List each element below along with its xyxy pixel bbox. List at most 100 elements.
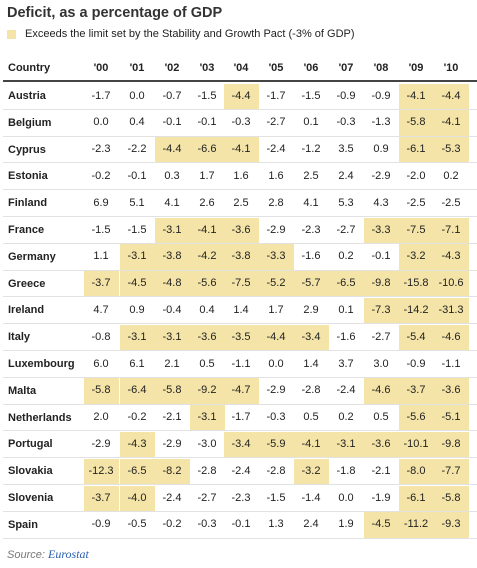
value-cell: -8.0 [398, 458, 434, 484]
value-cell: -5.1 [433, 405, 469, 431]
value-cell: 0.2 [443, 169, 459, 182]
value-cell: 4.7 [93, 303, 109, 316]
value-cell: -5.8 [83, 378, 119, 404]
value-cell: -4.1 [433, 110, 469, 136]
value-cell: 0.2 [338, 411, 354, 424]
row-divider [3, 242, 477, 244]
country-label: Estonia [8, 170, 48, 183]
value-cell: -2.5 [441, 196, 461, 209]
value-cell: 2.0 [93, 411, 109, 424]
value-cell: -2.3 [301, 223, 321, 236]
value-cell: 6.9 [93, 196, 109, 209]
row-divider [3, 135, 477, 137]
row-divider [3, 216, 477, 217]
value-cell: -3.4 [223, 431, 259, 458]
value-cell: -1.7 [231, 411, 251, 424]
value-cell: 1.6 [268, 169, 284, 182]
row-divider [3, 323, 477, 325]
value-cell: 2.5 [303, 169, 319, 182]
header-year: '08 [373, 62, 389, 74]
header-year: '03 [199, 62, 215, 74]
value-cell: -4.3 [433, 244, 469, 270]
value-cell: -6.4 [119, 378, 155, 404]
value-cell: -4.1 [189, 217, 225, 243]
value-cell: -0.5 [127, 518, 147, 531]
header-year: '10 [443, 62, 459, 74]
value-cell: 0.0 [93, 116, 109, 129]
country-label: Cyprus [8, 143, 46, 156]
value-cell: 2.9 [303, 303, 319, 316]
value-cell: -2.2 [127, 143, 147, 156]
value-cell: -12.3 [83, 458, 119, 484]
country-label: Germany [8, 250, 56, 263]
value-cell: -7.7 [433, 458, 469, 484]
value-cell: -2.3 [231, 491, 251, 504]
source-label: Source: [7, 549, 45, 561]
value-cell: -2.9 [371, 169, 391, 182]
value-cell: -3.1 [189, 405, 225, 431]
value-cell: -2.7 [197, 491, 217, 504]
value-cell: -0.7 [162, 89, 182, 102]
value-cell: -1.4 [301, 491, 321, 504]
value-cell: -7.1 [433, 217, 469, 243]
country-label: Netherlands [8, 411, 72, 424]
value-cell: -2.4 [266, 143, 286, 156]
header-country: Country [8, 62, 51, 74]
value-cell: -0.9 [336, 89, 356, 102]
source-link[interactable]: Eurostat [47, 547, 89, 561]
value-cell: -3.2 [293, 458, 329, 484]
value-cell: -8.2 [154, 458, 190, 484]
value-cell: -4.6 [433, 324, 469, 350]
value-cell: -3.7 [83, 485, 119, 511]
value-cell: -1.5 [266, 491, 286, 504]
row-divider [3, 108, 477, 110]
value-cell: -3.5 [223, 324, 259, 350]
value-cell: -3.1 [119, 324, 155, 350]
value-cell: -1.5 [197, 89, 217, 102]
value-cell: -4.2 [189, 244, 225, 270]
value-cell: -0.9 [91, 518, 111, 531]
value-cell: -3.0 [197, 437, 217, 450]
value-cell: -3.8 [154, 244, 190, 270]
value-cell: -6.5 [328, 271, 364, 297]
value-cell: 0.5 [373, 411, 389, 424]
value-cell: -3.1 [119, 244, 155, 270]
value-cell: -2.9 [266, 384, 286, 397]
value-cell: -0.9 [371, 89, 391, 102]
value-cell: 0.0 [129, 89, 145, 102]
value-cell: -1.6 [336, 330, 356, 343]
value-cell: -9.8 [433, 431, 469, 458]
value-cell: -3.4 [293, 324, 329, 350]
value-cell: 4.1 [164, 196, 180, 209]
value-cell: 0.4 [199, 303, 215, 316]
legend: Exceeds the limit set by the Stability a… [7, 28, 355, 40]
header-year: '04 [233, 62, 249, 74]
value-cell: -3.1 [154, 217, 190, 243]
value-cell: -7.3 [363, 297, 399, 324]
country-label: Slovenia [8, 492, 54, 504]
value-cell: -9.2 [189, 378, 225, 404]
value-cell: -1.7 [91, 89, 111, 102]
value-cell: -3.6 [189, 324, 225, 350]
value-cell: -4.1 [398, 83, 434, 109]
value-cell: -5.7 [293, 271, 329, 297]
value-cell: -2.8 [197, 464, 217, 477]
value-cell: 1.3 [268, 518, 284, 531]
value-cell: -31.3 [433, 297, 469, 324]
value-cell: -4.4 [258, 324, 294, 350]
value-cell: -0.3 [336, 116, 356, 129]
header-year: '06 [303, 62, 319, 74]
value-cell: 1.6 [233, 169, 249, 182]
value-cell: 0.9 [373, 143, 389, 156]
header-year: '02 [164, 62, 180, 74]
value-cell: -3.6 [363, 431, 399, 458]
value-cell: -2.8 [266, 464, 286, 477]
value-cell: -4.4 [433, 83, 469, 109]
value-cell: 0.1 [303, 116, 319, 129]
header-divider [3, 80, 477, 82]
row-divider [3, 537, 477, 539]
value-cell: -1.7 [266, 89, 286, 102]
value-cell: -5.8 [398, 110, 434, 136]
value-cell: -2.4 [162, 491, 182, 504]
row-divider [3, 457, 477, 459]
